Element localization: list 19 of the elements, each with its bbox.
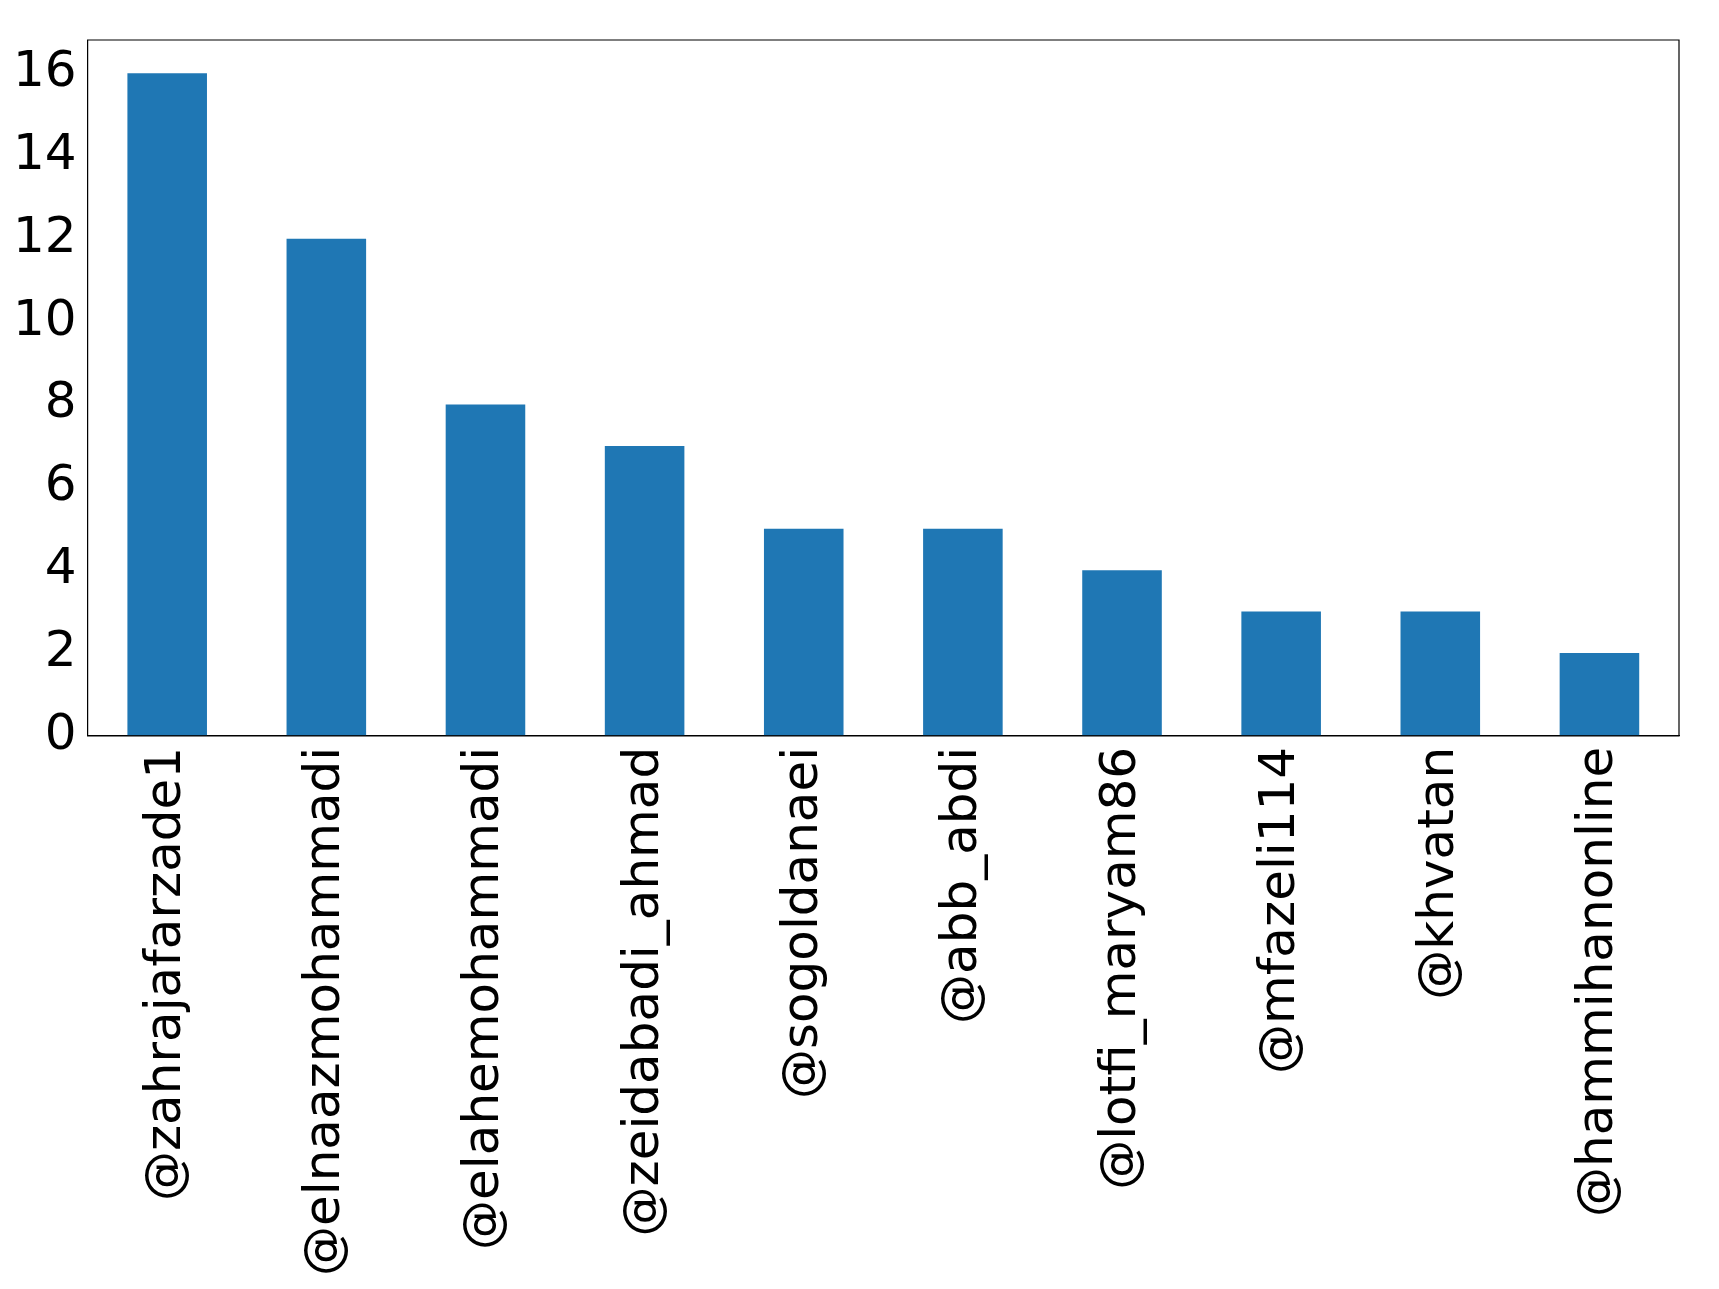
x-tick-label: @zeidabadi_ahmad [611, 746, 670, 1237]
x-tick-label: @elnaazmohammadi [293, 746, 352, 1277]
x-tick-label: @lotfi_maryam86 [1089, 746, 1147, 1190]
y-tick-label: 12 [13, 205, 77, 264]
y-tick-label: 6 [44, 454, 77, 513]
y-tick-label: 14 [13, 122, 77, 181]
x-tick-label: @khvatan [1407, 746, 1466, 1000]
x-tick-label: @sogoldanaei [770, 746, 829, 1100]
x-tick-label: @elahemohammadi [452, 746, 511, 1250]
y-tick-label: 4 [44, 537, 77, 596]
x-tick-label: @zahrajafarzade1 [134, 746, 193, 1202]
x-tick-label: @abb_abdi [929, 746, 988, 1024]
y-tick-label: 10 [13, 288, 77, 347]
y-tick-label: 2 [44, 619, 77, 678]
y-tick-label: 0 [44, 702, 77, 761]
y-tick-label: 16 [13, 40, 77, 99]
y-tick-label: 8 [44, 371, 77, 430]
x-tick-label: @hammihanonline [1566, 746, 1625, 1217]
x-tick-label: @mfazeli114 [1248, 746, 1307, 1075]
